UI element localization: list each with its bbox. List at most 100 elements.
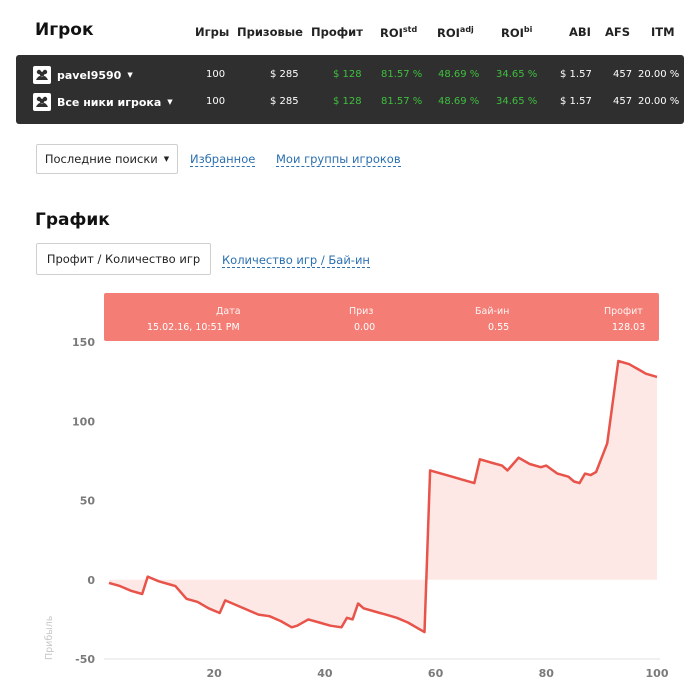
tab-games-buyin[interactable]: Количество игр / Бай-ин	[222, 253, 370, 268]
data-point[interactable]	[168, 583, 172, 587]
favorites-link[interactable]: Избранное	[190, 152, 256, 167]
data-point[interactable]	[539, 465, 543, 469]
data-point[interactable]	[555, 472, 559, 476]
col-roi-bi-sup: bi	[523, 25, 533, 34]
y-axis-label: Прибыль	[44, 615, 55, 660]
data-point[interactable]	[589, 473, 593, 477]
data-point[interactable]	[157, 579, 161, 583]
data-point[interactable]	[439, 472, 443, 476]
data-point[interactable]	[517, 456, 521, 460]
data-point[interactable]	[655, 375, 659, 379]
col-roi-bi[interactable]: ROIbi	[501, 25, 532, 40]
data-point[interactable]	[140, 592, 144, 596]
col-itm[interactable]: ITM	[651, 25, 675, 39]
cell-prizes: $ 285	[270, 69, 299, 80]
tab-profit-games[interactable]: Профит / Количество игр	[36, 243, 211, 275]
player-name-dropdown[interactable]: pavel9590 ▼	[33, 66, 133, 84]
cell-afs: 457	[613, 96, 633, 107]
all-nicks-dropdown[interactable]: Все ники игрока ▼	[33, 93, 173, 111]
x-tick-label: 40	[317, 667, 333, 680]
data-point[interactable]	[583, 472, 587, 476]
data-point[interactable]	[185, 597, 189, 601]
data-point[interactable]	[196, 600, 200, 604]
data-point[interactable]	[406, 621, 410, 625]
data-point[interactable]	[245, 608, 249, 612]
data-point[interactable]	[173, 584, 177, 588]
data-point[interactable]	[290, 625, 294, 629]
data-point[interactable]	[234, 603, 238, 607]
tooltip-buyin-label: Бай-ин	[475, 306, 510, 317]
data-point[interactable]	[566, 475, 570, 479]
page-title: Игрок	[35, 20, 94, 40]
data-point[interactable]	[500, 464, 504, 468]
col-prizes[interactable]: Призовые	[237, 25, 303, 39]
chevron-down-icon: ▼	[127, 71, 133, 79]
data-point[interactable]	[450, 475, 454, 479]
col-roi-adj[interactable]: ROIadj	[437, 25, 474, 40]
data-point[interactable]	[306, 617, 310, 621]
data-point[interactable]	[268, 614, 272, 618]
data-point[interactable]	[544, 464, 548, 468]
player-table-header: Игрок Игры Призовые Профит ROIstd ROIadj…	[0, 18, 700, 46]
cell-afs: 457	[613, 69, 633, 80]
data-point[interactable]	[616, 359, 620, 363]
data-point[interactable]	[340, 625, 344, 629]
col-afs[interactable]: AFS	[605, 25, 631, 39]
data-point[interactable]	[129, 589, 133, 593]
tooltip-date-label: Дата	[216, 306, 241, 317]
data-point[interactable]	[638, 369, 642, 373]
player-groups-link[interactable]: Мои группы игроков	[276, 152, 401, 167]
tooltip-buyin-value: 0.55	[488, 322, 510, 333]
data-point[interactable]	[472, 481, 476, 485]
data-point[interactable]	[395, 616, 399, 620]
col-abi[interactable]: ABI	[569, 25, 591, 39]
data-point[interactable]	[528, 462, 532, 466]
col-roi-adj-sup: adj	[459, 25, 474, 34]
data-point[interactable]	[146, 575, 150, 579]
data-point[interactable]	[279, 619, 283, 623]
col-roi-std-sup: std	[402, 25, 418, 34]
data-point[interactable]	[605, 441, 609, 445]
col-roi-bi-label: ROI	[501, 25, 524, 40]
data-point[interactable]	[594, 470, 598, 474]
data-point[interactable]	[373, 610, 377, 614]
data-point[interactable]	[384, 613, 388, 617]
data-point[interactable]	[207, 606, 211, 610]
data-point[interactable]	[362, 606, 366, 610]
data-point[interactable]	[328, 624, 332, 628]
cell-itm: 20.00 %	[638, 96, 680, 107]
x-tick-label: 80	[539, 667, 555, 680]
tooltip-profit-label: Профит	[604, 306, 643, 317]
cell-roi-adj: 48.69 %	[438, 69, 480, 80]
tooltip-prize-label: Приз	[349, 306, 374, 317]
data-point[interactable]	[506, 468, 510, 472]
data-point[interactable]	[644, 372, 648, 376]
data-point[interactable]	[578, 481, 582, 485]
cell-roi-std: 81.57 %	[381, 96, 423, 107]
data-point[interactable]	[478, 457, 482, 461]
data-point[interactable]	[461, 478, 465, 482]
col-roi-std[interactable]: ROIstd	[380, 25, 417, 40]
data-point[interactable]	[317, 621, 321, 625]
tooltip-profit-value: 128.03	[612, 322, 646, 333]
data-point[interactable]	[218, 611, 222, 615]
data-point[interactable]	[417, 627, 421, 631]
data-point[interactable]	[627, 362, 631, 366]
data-point[interactable]	[423, 630, 427, 634]
data-point[interactable]	[223, 598, 227, 602]
data-point[interactable]	[572, 480, 576, 484]
data-point[interactable]	[428, 468, 432, 472]
data-point[interactable]	[295, 624, 299, 628]
col-games[interactable]: Игры	[195, 25, 230, 39]
data-point[interactable]	[489, 461, 493, 465]
recent-searches-button[interactable]: Последние поиски ▼	[36, 144, 178, 174]
data-point[interactable]	[345, 616, 349, 620]
data-point[interactable]	[356, 602, 360, 606]
data-point[interactable]	[107, 581, 111, 585]
data-point[interactable]	[118, 584, 122, 588]
data-point[interactable]	[351, 617, 355, 621]
group-avatar-icon	[33, 93, 51, 111]
data-point[interactable]	[257, 613, 261, 617]
col-profit[interactable]: Профит	[311, 25, 363, 39]
